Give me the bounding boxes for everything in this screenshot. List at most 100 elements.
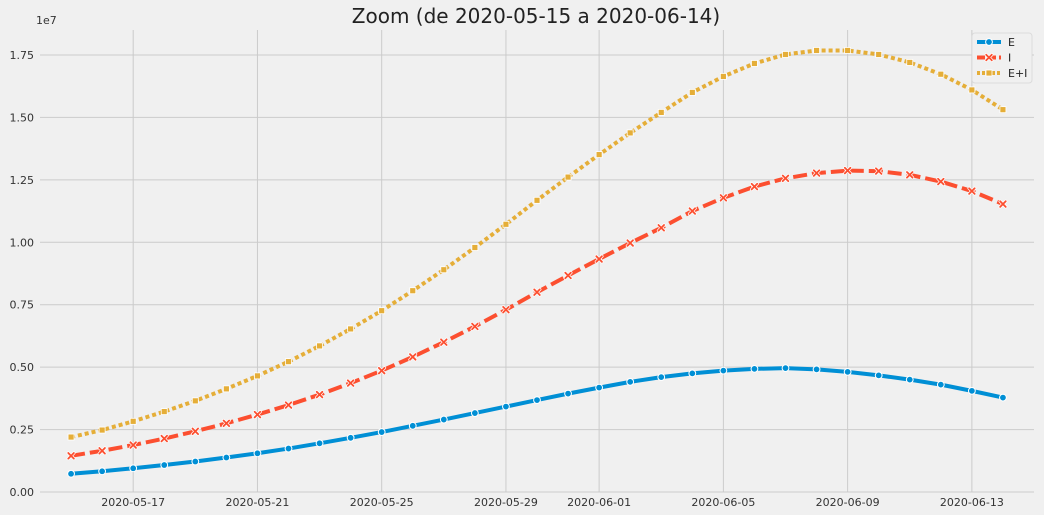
data-point [594,254,604,264]
data-point [719,73,727,80]
legend-entry: E+I [977,67,1027,80]
legend-label: E [1008,36,1015,49]
legend-marker [985,38,993,46]
data-point [657,373,666,382]
data-point [439,337,449,347]
data-point [781,173,790,183]
data-point [315,390,324,400]
x-axis: 2020-05-17 2020-05-21 2020-05-25 2020-05-29… [101,496,1004,509]
y-tick-label: 0.25 [10,424,35,437]
y-tick-label: 0.00 [10,486,35,499]
data-point [751,60,758,67]
data-point [439,415,448,424]
data-point [346,378,356,388]
data-point [968,86,976,94]
data-point [533,396,541,404]
data-point [67,433,75,441]
data-point [874,166,884,176]
data-point [625,238,635,248]
y-offset-label: 1e7 [36,14,57,27]
data-point [221,418,231,428]
legend-label: I [1008,52,1011,65]
data-point [346,433,355,442]
chart-title: Zoom (de 2020-05-15 a 2020-06-14) [352,4,720,28]
data-point [98,426,106,434]
y-tick-label: 0.50 [10,361,35,374]
y-tick-label: 0.75 [10,299,35,312]
x-tick-label: 2020-06-05 [691,496,755,509]
data-point [874,371,883,380]
data-point [999,106,1007,114]
data-point [191,457,200,466]
data-point [378,307,386,315]
data-point [564,389,572,398]
data-point [284,444,293,453]
y-tick-label: 1.75 [10,49,35,62]
data-point [843,166,853,175]
series-layer [66,47,1008,478]
data-point [688,89,696,96]
data-point [905,170,915,180]
data-point [782,51,789,58]
data-point [967,386,976,395]
data-point [813,47,820,54]
data-point [222,453,231,462]
series-E+I [67,47,1007,441]
data-point [253,449,262,458]
data-point [470,409,479,417]
data-point [253,410,262,419]
legend-entry: E [977,36,1015,49]
y-axis: 0.00 0.25 0.50 0.75 1.00 1.25 1.50 1.75 [10,49,35,499]
x-tick-label: 2020-05-29 [474,496,538,509]
data-point [750,364,759,373]
data-point [843,367,852,376]
data-point [67,469,75,478]
x-tick-label: 2020-06-13 [940,496,1004,509]
legend-marker [984,53,994,62]
data-point [502,220,510,228]
data-point [812,168,821,178]
data-point [905,375,914,384]
data-point [285,358,292,366]
data-point [626,129,634,137]
data-point [159,434,169,443]
data-point [160,461,169,469]
data-point [254,372,261,380]
data-point [875,51,883,58]
data-point [284,400,293,410]
data-point [563,271,573,280]
x-tick-label: 2020-06-09 [816,496,880,509]
y-tick-label: 1.00 [10,236,35,249]
data-point [502,402,510,411]
data-point [906,59,914,66]
x-tick-label: 2020-05-21 [225,496,289,509]
legend-entry: I [977,52,1011,65]
legend: EI E+I [971,32,1033,84]
data-point [626,377,635,386]
data-point [657,109,665,116]
data-point [377,366,387,376]
data-point [97,446,107,456]
data-point [595,383,604,392]
data-point [656,223,666,233]
data-point [595,151,603,159]
series-E [67,364,1007,478]
data-point [190,426,200,436]
data-point [936,177,946,186]
y-tick-label: 1.50 [10,111,35,124]
data-point [533,196,541,204]
data-point [844,47,852,54]
data-point [532,287,542,297]
data-point [377,428,386,436]
x-tick-label: 2020-05-17 [101,496,165,509]
series-I [66,166,1008,461]
data-point [470,322,480,331]
data-point [440,266,448,274]
data-point [937,70,945,78]
data-point [687,206,697,216]
data-point [501,305,511,315]
data-point [719,366,728,375]
legend-marker [985,69,993,77]
